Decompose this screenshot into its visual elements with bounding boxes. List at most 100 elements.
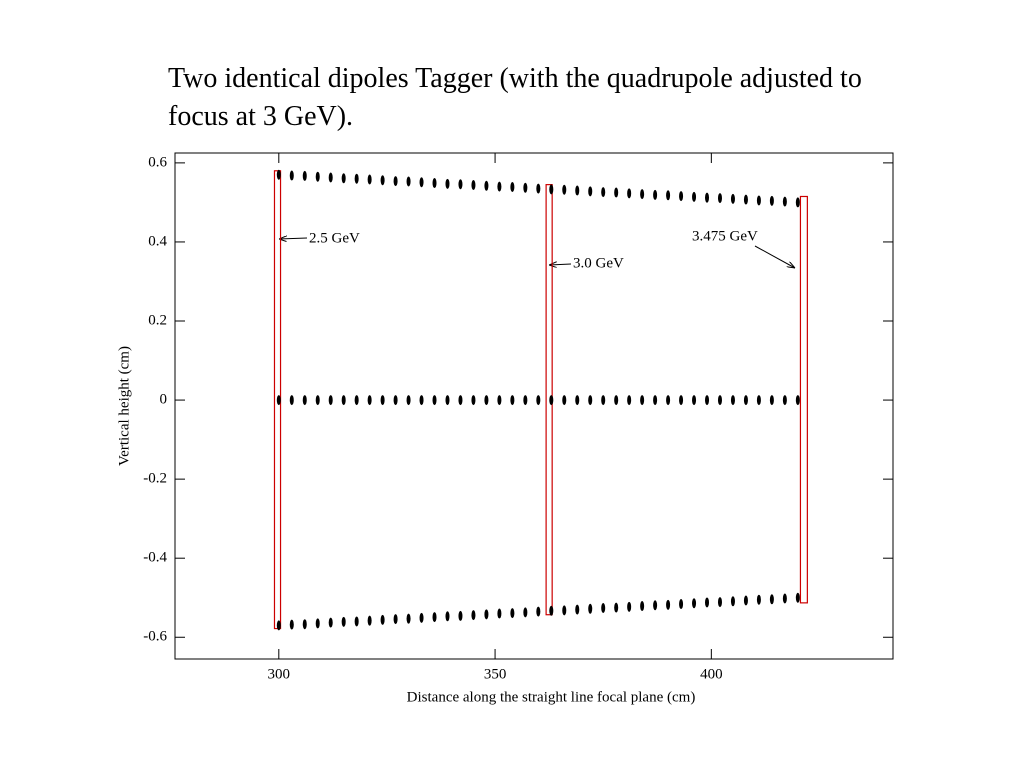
data-point	[315, 395, 320, 406]
data-point	[354, 173, 359, 184]
data-point	[717, 597, 722, 608]
data-point	[705, 395, 710, 406]
data-point	[302, 619, 307, 630]
data-point	[653, 189, 658, 200]
data-point	[289, 170, 294, 181]
data-point	[536, 183, 541, 194]
y-tick-label: -0.4	[143, 550, 167, 566]
data-point	[769, 594, 774, 605]
data-point	[769, 195, 774, 206]
data-point	[406, 176, 411, 187]
data-point	[406, 395, 411, 406]
data-point	[341, 395, 346, 406]
data-point	[692, 598, 697, 609]
data-point	[367, 395, 372, 406]
data-point	[756, 195, 761, 206]
annotation: 3.475 GeV	[692, 228, 758, 244]
data-point	[692, 191, 697, 202]
data-point	[795, 197, 800, 208]
data-point	[393, 176, 398, 187]
data-point	[536, 606, 541, 617]
data-point	[380, 614, 385, 625]
data-point	[653, 395, 658, 406]
data-point	[782, 593, 787, 604]
data-point	[289, 619, 294, 630]
data-point	[601, 187, 606, 198]
data-point	[679, 395, 684, 406]
data-point	[679, 599, 684, 610]
data-point	[601, 603, 606, 614]
data-point	[549, 395, 554, 406]
y-tick-label: -0.2	[143, 471, 167, 487]
data-point	[471, 610, 476, 621]
data-point	[458, 395, 463, 406]
data-point	[497, 608, 502, 619]
y-tick-label: 0	[160, 392, 168, 408]
data-point	[341, 616, 346, 627]
data-point	[588, 395, 593, 406]
annotation-arrow	[754, 245, 795, 268]
annotation: 2.5 GeV	[309, 230, 360, 246]
data-point	[302, 170, 307, 181]
data-point	[782, 196, 787, 207]
x-tick-label: 400	[700, 666, 723, 682]
data-point	[328, 172, 333, 183]
data-point	[510, 181, 515, 192]
data-point	[769, 395, 774, 406]
data-point	[380, 395, 385, 406]
data-point	[730, 596, 735, 607]
x-tick-label: 300	[268, 666, 291, 682]
data-point	[432, 612, 437, 623]
data-point	[588, 186, 593, 197]
data-point	[640, 395, 645, 406]
data-point	[393, 614, 398, 625]
data-point	[510, 395, 515, 406]
data-point	[484, 609, 489, 620]
data-point	[627, 395, 632, 406]
data-point	[302, 395, 307, 406]
data-point	[484, 180, 489, 191]
data-point	[484, 395, 489, 406]
data-point	[705, 192, 710, 203]
y-axis-label: Vertical height (cm)	[116, 346, 132, 466]
data-point	[315, 171, 320, 182]
data-point	[432, 178, 437, 189]
data-point	[341, 173, 346, 184]
data-point	[743, 194, 748, 205]
data-point	[458, 610, 463, 621]
data-point	[795, 395, 800, 406]
data-point	[562, 395, 567, 406]
data-point	[717, 193, 722, 204]
plot-frame	[174, 152, 894, 660]
data-point	[549, 605, 554, 616]
x-tick-label: 350	[484, 666, 507, 682]
data-point	[419, 395, 424, 406]
data-point	[354, 395, 359, 406]
data-point	[510, 608, 515, 619]
data-point	[717, 395, 722, 406]
data-point	[743, 395, 748, 406]
data-point	[289, 395, 294, 406]
region-box	[799, 195, 808, 604]
data-point	[601, 395, 606, 406]
data-point	[575, 604, 580, 615]
data-point	[523, 182, 528, 193]
data-point	[367, 615, 372, 626]
slide-title: Two identical dipoles Tagger (with the q…	[168, 63, 862, 132]
data-point	[562, 184, 567, 195]
data-point	[588, 603, 593, 614]
data-point	[575, 395, 580, 406]
data-point	[666, 395, 671, 406]
data-point	[627, 188, 632, 199]
data-point	[549, 184, 554, 195]
data-point	[743, 595, 748, 606]
data-point	[445, 395, 450, 406]
data-point	[562, 605, 567, 616]
data-point	[367, 174, 372, 185]
data-point	[640, 601, 645, 612]
data-point	[497, 395, 502, 406]
y-tick-label: 0.2	[148, 312, 167, 328]
data-point	[458, 179, 463, 190]
